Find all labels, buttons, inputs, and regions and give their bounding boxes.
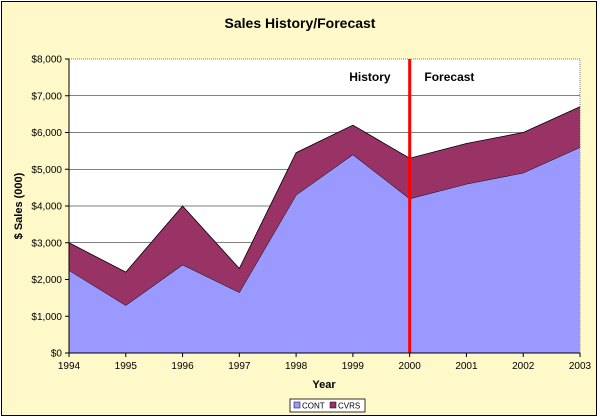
y-axis-title: $ Sales (000)	[13, 172, 25, 239]
legend-label-cont: CONT	[302, 402, 325, 411]
x-tick-label: 1996	[171, 361, 194, 372]
series-line-cvrs	[68, 106, 581, 273]
y-tick-label: $0	[51, 349, 63, 360]
y-tick-label: $6,000	[31, 128, 62, 139]
y-tick-label: $3,000	[31, 238, 62, 249]
x-tick-label: 2002	[512, 361, 535, 372]
annotation-history: History	[349, 70, 391, 84]
y-tick-label: $4,000	[31, 202, 62, 213]
y-tick-label: $8,000	[31, 55, 62, 66]
x-tick-label: 2000	[399, 361, 422, 372]
annotation-forecast: Forecast	[424, 70, 474, 84]
chart-title: Sales History/Forecast	[225, 15, 376, 31]
y-tick-label: $7,000	[31, 91, 62, 102]
legend: CONT CVRS	[289, 398, 366, 413]
x-tick-label: 1998	[285, 361, 308, 372]
x-tick-label: 1999	[342, 361, 365, 372]
y-tick-label: $5,000	[31, 165, 62, 176]
x-axis-title: Year	[312, 379, 336, 391]
legend-swatch-cvrs	[329, 401, 337, 409]
legend-box	[289, 398, 366, 413]
y-tick-label: $2,000	[31, 275, 62, 286]
x-tick-label: 2001	[455, 361, 478, 372]
x-tick-label: 1995	[115, 361, 138, 372]
series-area-cvrs	[69, 106, 580, 306]
legend-label-cvrs: CVRS	[338, 402, 360, 411]
x-tick-label: 2003	[569, 361, 592, 372]
x-tick-label: 1994	[58, 361, 81, 372]
x-tick-label: 1997	[228, 361, 251, 372]
y-tick-label: $1,000	[31, 312, 62, 323]
series-area-cont	[69, 147, 580, 353]
legend-swatch-cont	[293, 401, 301, 409]
